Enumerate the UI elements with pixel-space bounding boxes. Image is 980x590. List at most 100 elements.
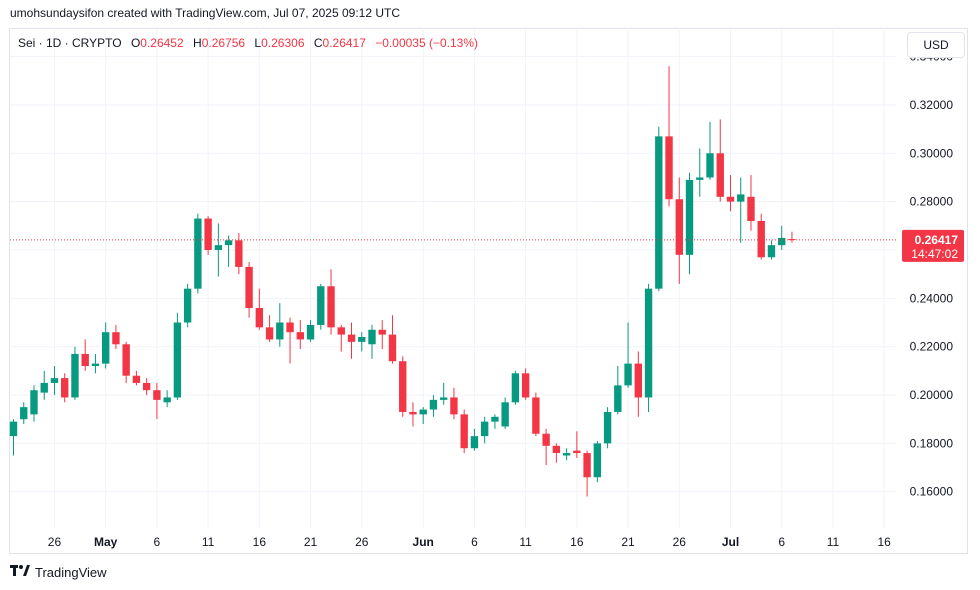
candle-body (9, 421, 18, 437)
candle (173, 312, 182, 400)
candle (347, 322, 356, 359)
candle-body (491, 416, 499, 422)
candle (112, 324, 120, 350)
candle-body (101, 332, 110, 364)
x-tick-label: 16 (570, 535, 584, 549)
candle-body (675, 199, 683, 255)
candle (296, 320, 304, 350)
candle (368, 324, 376, 359)
price-axis: 0.340000.320000.300000.280000.260000.240… (910, 50, 954, 499)
currency-button[interactable]: USD (907, 32, 965, 58)
candle (183, 283, 192, 328)
candle-body (358, 337, 366, 342)
x-tick-label: 21 (621, 535, 635, 549)
candle-body (388, 334, 397, 362)
y-tick-label: 0.24000 (910, 291, 954, 305)
candle (614, 366, 622, 415)
candle (276, 303, 284, 347)
x-tick-label: 6 (471, 535, 478, 549)
candle-body (327, 286, 335, 328)
x-tick-label: 21 (304, 535, 318, 549)
candle-body (71, 353, 79, 398)
candle (767, 240, 776, 260)
candle-body (429, 399, 438, 410)
candle (726, 175, 735, 212)
candle (122, 341, 130, 383)
candle (245, 262, 253, 318)
open-value: 0.26452 (140, 36, 184, 50)
candle-body (20, 407, 28, 420)
candle (50, 366, 59, 396)
candle (286, 317, 294, 364)
time-axis: 26 May 6 11 16 21 26 Jun 6 11 16 21 26 Jul 6 11 16 (48, 535, 891, 549)
candle (440, 382, 448, 405)
candle-body (583, 453, 591, 478)
candle-body (112, 332, 120, 345)
close-value: 0.26417 (322, 36, 366, 50)
open-label: O (130, 36, 141, 50)
candle-body (716, 153, 724, 197)
candle (552, 443, 561, 463)
candle (644, 283, 653, 412)
candle-body (696, 177, 704, 180)
candles (9, 66, 796, 497)
candle (317, 283, 325, 330)
candle-body (265, 327, 274, 340)
x-tick-label: 6 (778, 535, 785, 549)
tradingview-footer: TradingView (10, 565, 107, 580)
candle (327, 269, 335, 335)
x-tick-label: 26 (48, 535, 62, 549)
candle-body (317, 286, 325, 325)
candle-body (634, 363, 642, 398)
candle (306, 320, 315, 342)
candle (624, 322, 632, 388)
candle (337, 324, 345, 352)
candle (61, 373, 69, 403)
candle-body (296, 332, 304, 340)
candle-body (501, 402, 509, 427)
candle (685, 172, 694, 275)
symbol-name[interactable]: Sei · 1D · CRYPTO (18, 36, 122, 50)
candle (194, 213, 202, 294)
candle (132, 370, 141, 386)
candle-body (624, 363, 632, 386)
candle-body (737, 194, 745, 202)
candle-body (655, 136, 663, 289)
price-badge-bg (902, 229, 964, 262)
candle (470, 428, 479, 451)
candle (491, 414, 499, 429)
candle-body (552, 445, 561, 454)
grid-lines (10, 30, 896, 528)
candle-body (788, 239, 796, 241)
candle (204, 216, 212, 255)
candle-body (183, 288, 192, 323)
candle (224, 235, 233, 267)
candle-body (30, 390, 38, 415)
candle (163, 390, 171, 408)
candle-body (50, 378, 59, 383)
x-tick-label: 16 (877, 535, 891, 549)
candle-body (419, 409, 427, 415)
candle-body (276, 322, 284, 340)
candle-body (204, 218, 212, 250)
candle (358, 332, 366, 352)
candle-body (40, 382, 48, 393)
candle-body (614, 385, 622, 412)
candle (255, 288, 264, 330)
high-label: H (193, 36, 202, 50)
candle (9, 419, 18, 456)
y-tick-label: 0.18000 (910, 436, 954, 450)
candle (583, 450, 591, 497)
candle-body (142, 382, 151, 391)
y-tick-label: 0.28000 (910, 195, 954, 209)
y-tick-label: 0.16000 (910, 485, 954, 499)
candle (532, 392, 540, 437)
candle (450, 387, 458, 420)
candle (757, 213, 765, 260)
candle-body (470, 436, 479, 449)
candle (778, 225, 786, 250)
candle (460, 409, 468, 454)
candle (562, 448, 571, 461)
candle (91, 353, 100, 374)
